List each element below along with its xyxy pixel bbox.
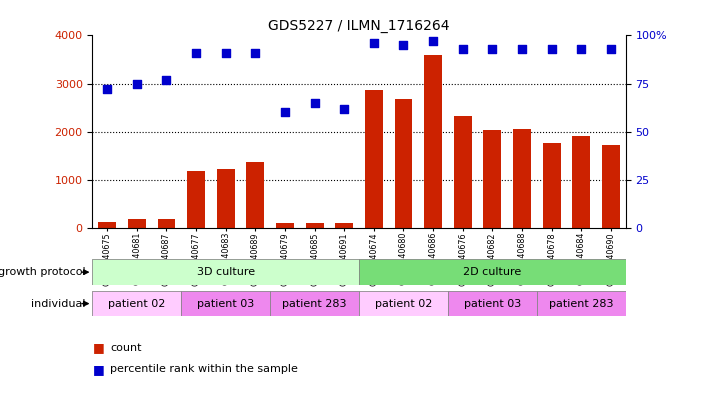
Bar [365,90,383,228]
Point [279,109,291,116]
Bar [128,219,146,228]
Point [398,42,410,48]
Bar [247,162,264,228]
Point [457,46,469,52]
Point [220,50,232,56]
Text: individual: individual [31,299,85,309]
Point [309,99,320,106]
Point [102,86,113,92]
Text: 2D culture: 2D culture [464,267,521,277]
Bar [448,291,537,316]
Bar [602,145,620,228]
Bar [306,223,324,228]
Bar [270,291,359,316]
Text: 3D culture: 3D culture [197,267,255,277]
Bar [542,143,560,228]
Text: patient 03: patient 03 [197,299,255,309]
Bar [572,136,590,228]
Text: percentile rank within the sample: percentile rank within the sample [110,364,298,375]
Bar [395,99,412,228]
Point [516,46,528,52]
Bar [158,219,176,228]
Bar [513,129,531,228]
Bar [454,116,471,228]
Point [161,77,172,83]
Bar [424,55,442,228]
Point [546,46,557,52]
Bar [359,259,626,285]
Bar [98,222,116,228]
Text: patient 02: patient 02 [375,299,432,309]
Text: ■: ■ [92,363,105,376]
Point [576,46,587,52]
Text: patient 283: patient 283 [282,299,347,309]
Point [191,50,202,56]
Point [338,105,350,112]
Bar [483,130,501,228]
Text: count: count [110,343,141,353]
Bar [217,169,235,228]
Text: ■: ■ [92,341,105,354]
Bar [187,171,205,228]
Bar [181,291,270,316]
Point [250,50,261,56]
Text: patient 02: patient 02 [108,299,166,309]
Text: growth protocol: growth protocol [0,267,85,277]
Point [368,40,380,46]
Title: GDS5227 / ILMN_1716264: GDS5227 / ILMN_1716264 [268,19,450,33]
Bar [537,291,626,316]
Point [605,46,616,52]
Bar [92,291,181,316]
Point [131,80,142,86]
Point [427,38,439,44]
Point [486,46,498,52]
Bar [276,223,294,228]
Text: patient 283: patient 283 [549,299,614,309]
Bar [92,259,359,285]
Bar [359,291,448,316]
Bar [336,223,353,228]
Text: patient 03: patient 03 [464,299,521,309]
